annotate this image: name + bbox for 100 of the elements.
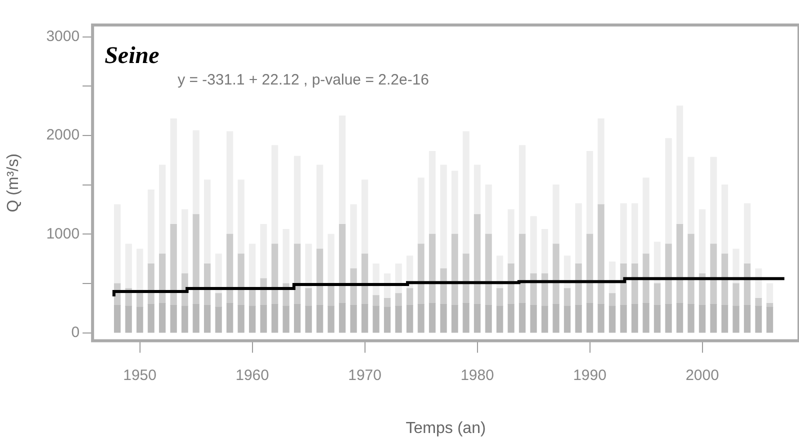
bar (732, 283, 740, 307)
bar (642, 302, 650, 333)
y-tick-label: 3000 (46, 28, 80, 45)
bar (654, 304, 661, 333)
bar (170, 118, 177, 225)
bar (676, 224, 684, 304)
bar (462, 302, 470, 333)
bar (192, 214, 200, 305)
bar (226, 131, 234, 235)
bar (710, 244, 717, 305)
bar (552, 184, 560, 244)
bar (665, 244, 672, 305)
bar (698, 209, 706, 274)
bar (755, 268, 762, 299)
bar (271, 145, 278, 244)
bar (721, 184, 728, 254)
bar (496, 288, 504, 307)
bar (721, 304, 728, 333)
bar (316, 304, 324, 333)
bar (294, 244, 301, 305)
bar (631, 203, 638, 264)
bar (688, 156, 694, 235)
bar (732, 306, 740, 333)
bar (598, 204, 604, 305)
bar (508, 209, 514, 264)
bar (428, 234, 436, 304)
bar (508, 304, 514, 333)
bar (418, 178, 424, 244)
bar (158, 254, 166, 304)
bar (474, 164, 481, 215)
bar (395, 293, 402, 307)
bar (598, 118, 604, 205)
bar (575, 304, 582, 333)
bar (282, 228, 290, 284)
bar (181, 306, 188, 333)
bar (192, 130, 200, 215)
bar (204, 304, 211, 333)
bar (395, 306, 402, 333)
bar (158, 164, 166, 254)
bar (316, 248, 324, 306)
bar (418, 304, 424, 333)
bar (676, 302, 684, 333)
bar (642, 178, 650, 254)
bar (148, 263, 154, 305)
x-tick-label: 1990 (573, 366, 606, 384)
bar (586, 234, 594, 304)
bar (564, 288, 571, 307)
bar (114, 204, 121, 284)
bar (518, 145, 526, 235)
bar (372, 263, 380, 296)
y-axis-title: Q (m³/s) (5, 154, 22, 212)
bar (271, 304, 278, 333)
bar (665, 138, 672, 244)
bar (260, 304, 267, 333)
bar (372, 306, 380, 333)
bar (361, 254, 368, 305)
bar (248, 244, 256, 289)
bar (350, 268, 357, 306)
bar (136, 306, 144, 333)
bar (620, 203, 627, 264)
bar (316, 164, 324, 250)
bar (575, 263, 582, 306)
bar (485, 184, 492, 235)
bar (462, 254, 470, 304)
bar (181, 209, 188, 274)
bar (305, 244, 312, 289)
bar (530, 304, 537, 333)
bar (238, 304, 244, 333)
bar (451, 304, 458, 333)
bar (125, 306, 132, 333)
bar (192, 304, 200, 333)
bar (474, 214, 481, 305)
bar (698, 304, 706, 333)
bar (260, 224, 267, 279)
bar (238, 180, 244, 254)
bar (710, 156, 717, 244)
bar (440, 304, 447, 333)
x-tick-label: 2000 (686, 366, 719, 384)
bar (350, 304, 357, 333)
bar (361, 304, 368, 333)
bar (508, 263, 514, 305)
bar (428, 150, 436, 235)
bar (518, 302, 526, 333)
bar (586, 150, 594, 235)
bar (485, 234, 492, 306)
bar (260, 278, 267, 306)
bar (328, 234, 334, 284)
bar (496, 306, 504, 333)
bar (440, 164, 447, 270)
bar (215, 254, 222, 294)
bar (766, 283, 774, 304)
bar (642, 254, 650, 304)
bar (541, 228, 548, 274)
x-tick-label: 1980 (460, 366, 494, 384)
bar (676, 106, 684, 225)
bar (688, 234, 694, 305)
bar (395, 263, 402, 294)
y-tick-label: 2000 (46, 126, 80, 144)
bar (541, 306, 548, 333)
bar (226, 302, 234, 333)
